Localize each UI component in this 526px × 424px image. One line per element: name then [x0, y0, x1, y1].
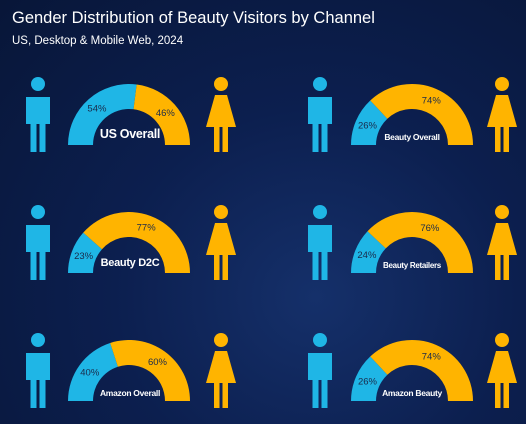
female-percent-label: 74% — [422, 95, 442, 106]
channel-label: Amazon Beauty — [382, 388, 442, 398]
man-icon — [26, 205, 50, 280]
channel-label: US Overall — [100, 127, 160, 141]
male-percent-label: 23% — [74, 251, 94, 262]
female-segment — [110, 340, 190, 401]
male-segment — [68, 84, 137, 145]
chart-title: Gender Distribution of Beauty Visitors b… — [12, 9, 375, 27]
woman-icon — [487, 77, 517, 152]
male-segment — [68, 342, 118, 401]
male-percent-label: 54% — [87, 104, 107, 115]
male-segment — [351, 356, 388, 401]
female-segment — [367, 212, 473, 273]
man-icon — [308, 333, 332, 408]
female-segment — [133, 84, 190, 145]
male-segment — [351, 231, 386, 273]
woman-icon — [206, 205, 236, 280]
channel-label: Beauty D2C — [101, 257, 160, 269]
man-icon — [26, 333, 50, 408]
female-percent-label: 46% — [156, 108, 176, 119]
channel-label: Beauty Retailers — [383, 261, 442, 270]
woman-icon — [206, 333, 236, 408]
channel-label: Amazon Overall — [100, 388, 160, 398]
male-segment — [68, 232, 102, 273]
female-percent-label: 74% — [422, 351, 442, 362]
male-percent-label: 26% — [358, 377, 378, 388]
woman-icon — [487, 205, 517, 280]
female-segment — [370, 83, 473, 145]
man-icon — [308, 205, 332, 280]
female-segment — [370, 339, 473, 401]
male-percent-label: 40% — [80, 367, 100, 378]
man-icon — [308, 77, 332, 152]
woman-icon — [487, 333, 517, 408]
male-percent-label: 24% — [357, 250, 377, 261]
female-segment — [83, 211, 190, 273]
female-percent-label: 60% — [148, 357, 168, 368]
female-percent-label: 77% — [137, 223, 157, 234]
chart-subtitle: US, Desktop & Mobile Web, 2024 — [12, 35, 184, 47]
male-segment — [351, 100, 388, 145]
woman-icon — [206, 77, 236, 152]
male-percent-label: 26% — [358, 121, 378, 132]
man-icon — [26, 77, 50, 152]
channel-label: Beauty Overall — [384, 132, 439, 142]
female-percent-label: 76% — [420, 223, 440, 234]
